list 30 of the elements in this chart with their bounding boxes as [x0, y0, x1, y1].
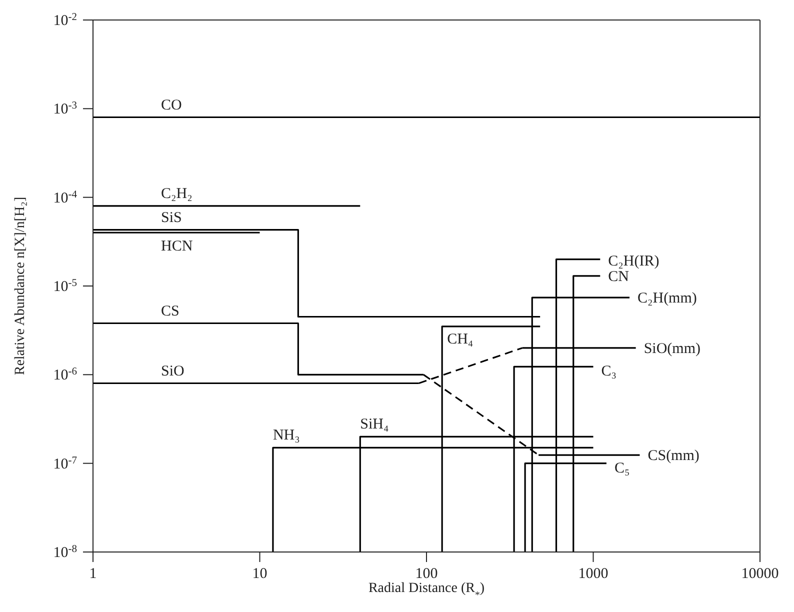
x-axis-title: Radial Distance (R$_{*}$) — [368, 581, 485, 600]
y-axis-title: Relative Abundance n[X]/n[H₂] — [13, 196, 28, 376]
y-tick-label: 10$^{-6}$ — [53, 366, 77, 384]
y-tick-label: 10$^{-5}$ — [53, 278, 77, 295]
series-label: SiS — [161, 210, 182, 226]
series-label: C₅ — [614, 460, 630, 476]
y-tick-label: 10$^{-2}$ — [53, 12, 77, 29]
x-tick-label: 100 — [415, 566, 438, 582]
y-tick-label: 10$^{-4}$ — [53, 188, 78, 206]
x-tick-label: 10000 — [741, 566, 779, 582]
series-label: SiO — [161, 363, 185, 380]
series-label: CS(mm) — [648, 448, 700, 464]
series-label: NH₃ — [272, 428, 300, 444]
series-label: C₃ — [601, 364, 616, 380]
y-tick-label: 10$^{-3}$ — [53, 100, 77, 118]
series-label: C₂H(mm) — [638, 290, 697, 307]
x-tick-label: 1 — [89, 566, 97, 582]
y-tick-label: 10$^{-8}$ — [53, 544, 77, 561]
series-label: C₂H₂ — [161, 186, 192, 202]
y-tick-label: 10$^{-7}$ — [53, 454, 77, 472]
series-label: CO — [161, 97, 182, 114]
series-label: CH₄ — [447, 331, 474, 348]
series-label: SiO(mm) — [644, 340, 700, 357]
series-label: C₂H(IR) — [608, 253, 660, 270]
series-label: CS — [161, 303, 180, 320]
x-tick-label: 10 — [252, 566, 268, 582]
x-tick-label: 1000 — [578, 566, 608, 582]
series-label: HCN — [161, 238, 193, 255]
series-label: SiH₄ — [360, 416, 389, 433]
series-label: CN — [608, 268, 630, 285]
